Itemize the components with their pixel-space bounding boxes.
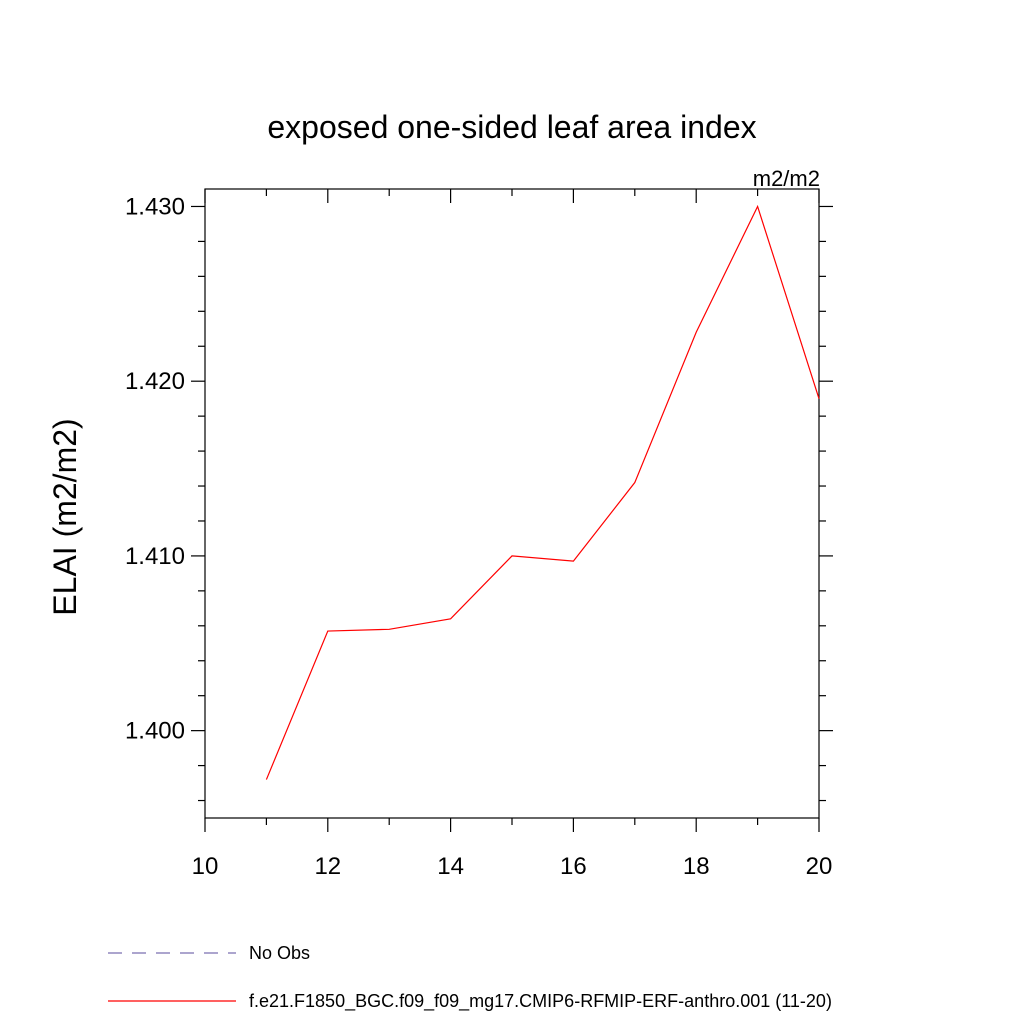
data-point [266, 779, 267, 780]
y-axis-title: ELAI (m2/m2) [47, 418, 83, 615]
x-tick-label: 12 [314, 853, 341, 880]
data-point [757, 206, 758, 207]
x-tick-label: 20 [806, 853, 833, 880]
y-tick-label: 1.410 [125, 543, 185, 570]
plot-frame [204, 188, 820, 819]
data-point [511, 555, 512, 556]
axis-ticks [191, 189, 833, 832]
data-point [696, 332, 697, 333]
data-point [634, 482, 635, 483]
y-tick-label: 1.400 [125, 718, 185, 745]
x-tick-label: 18 [683, 853, 710, 880]
x-tick-label: 10 [192, 853, 219, 880]
series-line-0 [265, 204, 820, 780]
data-point [573, 561, 574, 562]
legend: No Obs f.e21.F1850_BGC.f09_f09_mg17.CMIP6… [108, 943, 832, 1012]
y-tick-label: 1.420 [125, 368, 185, 395]
units-label: m2/m2 [753, 166, 820, 191]
legend-label-0: No Obs [249, 943, 310, 963]
x-tick-label: 14 [437, 853, 464, 880]
data-point [389, 629, 390, 630]
data-point [450, 618, 451, 619]
x-tick-label: 16 [560, 853, 587, 880]
series-layer [265, 204, 820, 780]
y-tick-label: 1.430 [125, 193, 185, 220]
axis-tick-labels: 10 12 14 16 18 20 1.400 1.410 1.420 1.430 [125, 193, 832, 880]
legend-label-1: f.e21.F1850_BGC.f09_f09_mg17.CMIP6-RFMIP… [249, 991, 832, 1012]
data-point [818, 398, 819, 399]
data-point [327, 630, 328, 631]
chart-title: exposed one-sided leaf area index [267, 109, 756, 145]
